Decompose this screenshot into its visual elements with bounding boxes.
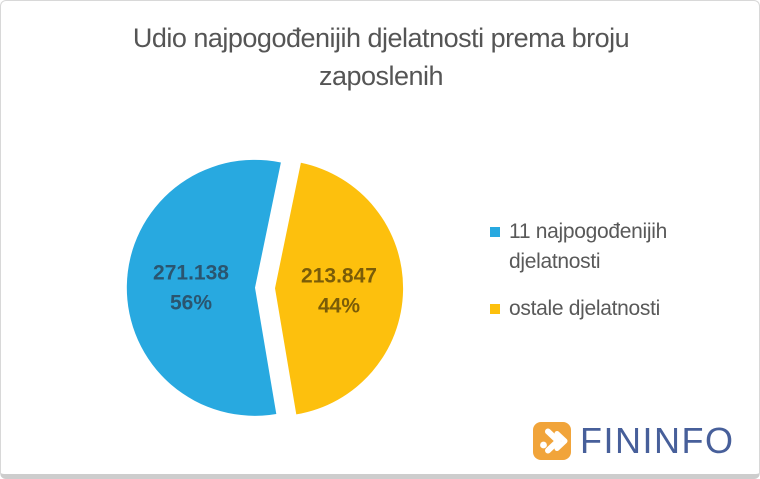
legend-swatch-blue-icon: [490, 227, 500, 237]
chart-title: Udio najpogođenijih djelatnosti prema br…: [132, 23, 630, 91]
double-chevron-right-icon: [533, 422, 571, 460]
pie-slice-label: 213.847 44%: [301, 264, 377, 317]
fininfo-logo: FININFO: [532, 421, 734, 461]
pie-slice-label: 271.138 56%: [153, 262, 229, 315]
pie-slice-blue: [126, 159, 281, 416]
legend-label: ostale djelatnosti: [509, 297, 661, 320]
chart-legend: 11 najpogođenijih djelatnosti ostale dje…: [490, 217, 718, 324]
legend-item: ostale djelatnosti: [490, 294, 718, 324]
pie-slice-yellow: [275, 162, 404, 415]
legend-swatch-yellow-icon: [490, 304, 500, 314]
legend-item: 11 najpogođenijih djelatnosti: [490, 217, 718, 277]
legend-label: 11 najpogođenijih djelatnosti: [509, 220, 667, 273]
fininfo-logo-text: FININFO: [580, 420, 735, 461]
